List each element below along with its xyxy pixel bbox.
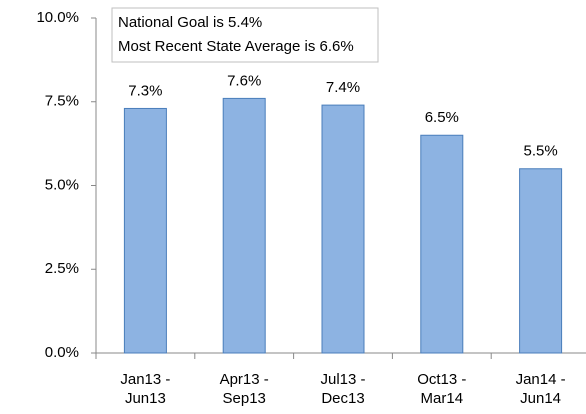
y-tick-label: 10.0% — [36, 9, 79, 26]
x-tick-label: Jul13 - Dec13 — [320, 371, 366, 407]
annotation: National Goal is 5.4% — [118, 14, 262, 31]
value-label: 7.3% — [128, 82, 162, 99]
y-tick-label: 2.5% — [45, 260, 79, 277]
bar — [222, 97, 266, 354]
x-tick-label: Jan13 - Jun13 — [120, 371, 171, 407]
value-label: 5.5% — [523, 143, 557, 160]
bar — [519, 168, 563, 354]
value-label: 7.6% — [227, 72, 261, 89]
y-tick-label: 7.5% — [45, 93, 79, 110]
x-tick-label: Jan14 - Jun14 — [515, 371, 566, 407]
bar — [123, 107, 167, 354]
annotation-box — [111, 7, 379, 63]
bar — [420, 134, 464, 354]
annotation: Most Recent State Average is 6.6% — [118, 38, 354, 55]
value-label: 6.5% — [425, 109, 459, 126]
x-tick-label: Oct13 - Mar14 — [417, 371, 467, 407]
bar — [321, 104, 365, 354]
value-label: 7.4% — [326, 79, 360, 96]
y-tick-label: 0.0% — [45, 344, 79, 361]
x-tick-label: Apr13 - Sep13 — [219, 371, 269, 407]
y-tick-label: 5.0% — [45, 176, 79, 193]
